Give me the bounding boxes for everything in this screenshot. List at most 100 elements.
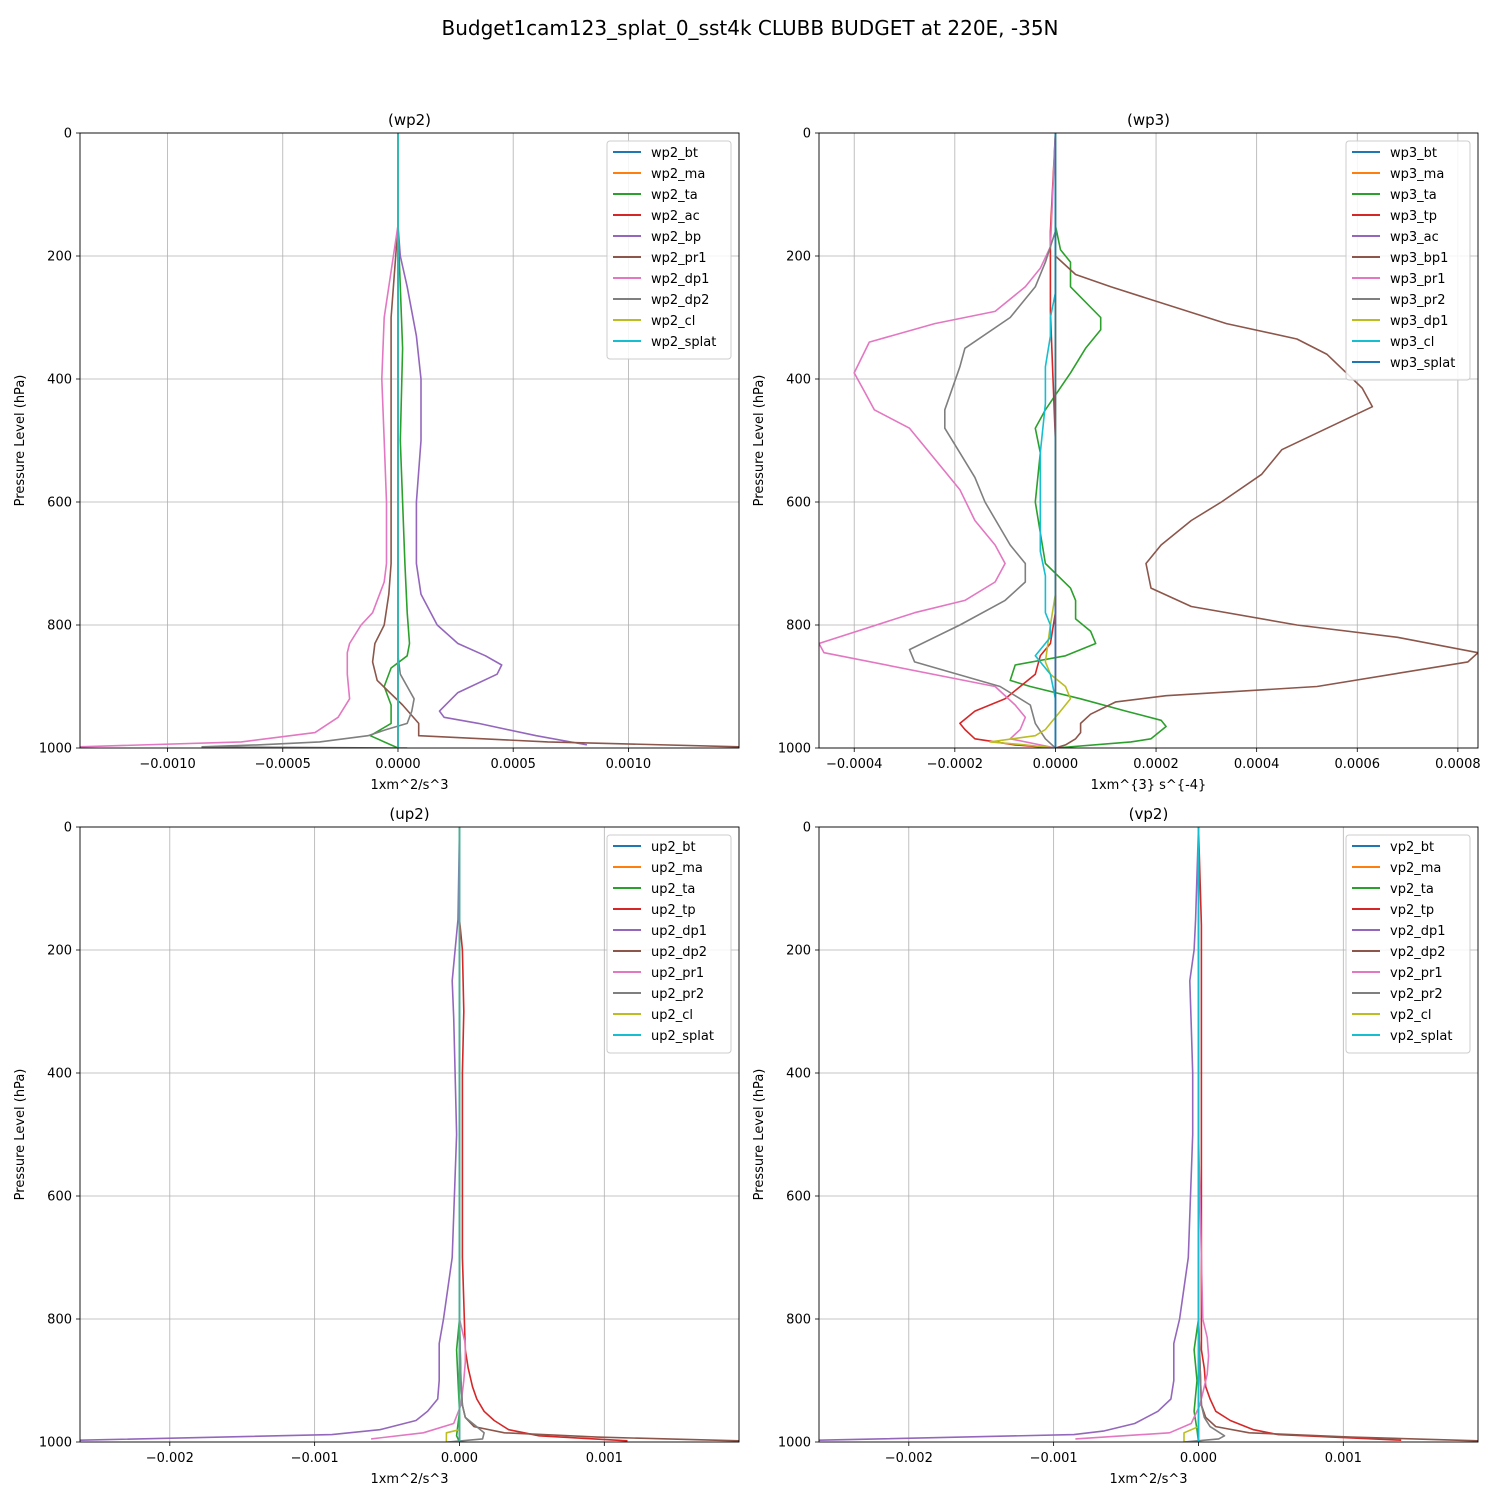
legend: up2_bt up2_ma up2_ta up2_tp up2_dp1 up2_dp2up…: [606, 834, 732, 1054]
y-tick-label: 200: [47, 944, 72, 959]
y-tick-label: 1000: [778, 1436, 811, 1451]
series-line-wp3_pr1: [819, 133, 1057, 748]
x-tick-label: 0.0006: [1335, 757, 1381, 772]
y-tick-label: 600: [47, 1190, 72, 1205]
y-tick-label: 600: [47, 496, 72, 511]
legend-label: vp2_cl: [1390, 1008, 1431, 1023]
y-tick-label: 600: [786, 496, 811, 511]
legend-label: wp3_ma: [1390, 167, 1444, 182]
y-tick-label: 400: [47, 373, 72, 388]
x-axis-label: 1xm^{3} s^{-4}: [1091, 778, 1207, 793]
legend-box: [1345, 834, 1471, 1054]
legend-label: wp3_pr2: [1390, 293, 1446, 308]
y-axis-label: Pressure Level (hPa): [13, 375, 28, 507]
legend-label: wp3_splat: [1390, 356, 1455, 371]
series-group: [80, 133, 739, 748]
legend-label: wp3_bp1: [1390, 251, 1448, 266]
x-tick-label: 0.0008: [1435, 757, 1481, 772]
x-tick-label: −0.0002: [927, 757, 983, 772]
legend-label: wp2_ac: [651, 209, 700, 224]
legend-label: vp2_bt: [1390, 840, 1434, 855]
series-line-wp3_pr2: [908, 133, 1057, 748]
legend-label: wp3_tp: [1390, 209, 1437, 224]
y-tick-label: 800: [47, 1313, 72, 1328]
axes-frame: [818, 132, 1479, 749]
y-tick-label: 0: [803, 127, 811, 142]
y-tick-label: 200: [47, 250, 72, 265]
legend-label: wp3_ta: [1390, 188, 1437, 203]
series-group: [80, 827, 739, 1442]
legend-label: up2_dp2: [651, 945, 707, 960]
panel-title: (wp3): [1127, 111, 1170, 129]
legend-label: vp2_pr2: [1390, 987, 1443, 1002]
legend-label: vp2_tp: [1390, 903, 1434, 918]
y-tick-label: 1000: [39, 742, 72, 757]
legend-box: [606, 834, 732, 1054]
legend-label: wp3_bt: [1390, 146, 1437, 161]
panel-vp2: −0.002 −0.001 0.000 0.001 0 200 400 600 800 1000 (…: [752, 805, 1479, 1487]
legend-label: up2_ta: [651, 882, 695, 897]
legend-label: wp2_ma: [651, 167, 705, 182]
series-line-vp2_tp: [1197, 827, 1402, 1441]
series-line-up2_tp: [458, 827, 628, 1442]
legend-label: wp2_ta: [651, 188, 698, 203]
y-tick-label: 400: [786, 1067, 811, 1082]
y-tick-label: 400: [786, 373, 811, 388]
legend-label: up2_bt: [651, 840, 696, 855]
series-group: [819, 133, 1478, 748]
y-tick-label: 800: [786, 1313, 811, 1328]
legend-label: wp3_pr1: [1390, 272, 1446, 287]
legend-label: wp3_ac: [1390, 230, 1439, 245]
x-tick-label: 0.0000: [375, 757, 421, 772]
legend-label: up2_cl: [651, 1008, 693, 1023]
series-group: [819, 827, 1478, 1442]
x-tick-label: 0.0010: [606, 757, 652, 772]
legend: wp3_bt wp3_ma wp3_ta wp3_tp wp3_ac wp3_bp1 wp3…: [1345, 140, 1471, 381]
legend-label: vp2_dp1: [1390, 924, 1446, 939]
x-axis-label: 1xm^2/s^3: [370, 778, 448, 793]
y-tick-label: 400: [47, 1067, 72, 1082]
x-tick-label: −0.001: [291, 1451, 339, 1466]
x-tick-label: 0.000: [1180, 1451, 1217, 1466]
series-line-wp2_dp1: [80, 133, 399, 748]
panel-wp3: −0.0004 −0.0002 0.0000 0.0002 0.0004 0.0006 0.…: [752, 111, 1481, 793]
x-tick-label: 0.0005: [490, 757, 536, 772]
series-line-vp2_dp1: [819, 827, 1200, 1441]
x-tick-label: −0.0004: [826, 757, 882, 772]
legend-label: wp3_cl: [1390, 335, 1434, 350]
panel-up2: −0.002 −0.001 0.000 0.001 0 200 400 600 800 1000 (…: [13, 805, 740, 1487]
legend-label: vp2_dp2: [1390, 945, 1446, 960]
x-tick-label: 0.001: [586, 1451, 623, 1466]
series-line-wp3_tp: [959, 133, 1057, 748]
y-tick-label: 0: [64, 127, 72, 142]
legend-label: wp2_dp1: [651, 272, 709, 287]
panel-title: (wp2): [388, 111, 431, 129]
x-tick-label: −0.0005: [255, 757, 311, 772]
x-tick-label: −0.0010: [139, 757, 195, 772]
legend-label: up2_splat: [651, 1029, 714, 1044]
legend-label: up2_ma: [651, 861, 703, 876]
y-tick-label: 1000: [778, 742, 811, 757]
legend-label: wp3_dp1: [1390, 314, 1448, 329]
series-line-wp2_dp2: [201, 133, 415, 748]
x-tick-label: 0.0000: [1033, 757, 1079, 772]
y-tick-label: 1000: [39, 1436, 72, 1451]
y-tick-label: 0: [803, 821, 811, 836]
legend-label: up2_tp: [651, 903, 696, 918]
y-tick-label: 200: [786, 944, 811, 959]
y-tick-label: 200: [786, 250, 811, 265]
series-line-vp2_pr1: [1075, 827, 1210, 1440]
legend-label: wp2_bp: [651, 230, 701, 245]
figure-title: Budget1cam123_splat_0_sst4k CLUBB BUDGET…: [441, 16, 1059, 40]
x-tick-label: 0.0004: [1234, 757, 1280, 772]
series-line-wp2_bp: [397, 133, 588, 746]
legend-label: wp2_splat: [651, 335, 716, 350]
series-line-up2_dp1: [80, 827, 461, 1441]
y-tick-label: 800: [47, 619, 72, 634]
series-line-wp2_ta: [369, 133, 411, 748]
y-axis-label: Pressure Level (hPa): [752, 375, 767, 507]
legend-label: wp2_dp2: [651, 293, 709, 308]
y-axis-label: Pressure Level (hPa): [752, 1069, 767, 1201]
legend-box: [606, 140, 732, 360]
